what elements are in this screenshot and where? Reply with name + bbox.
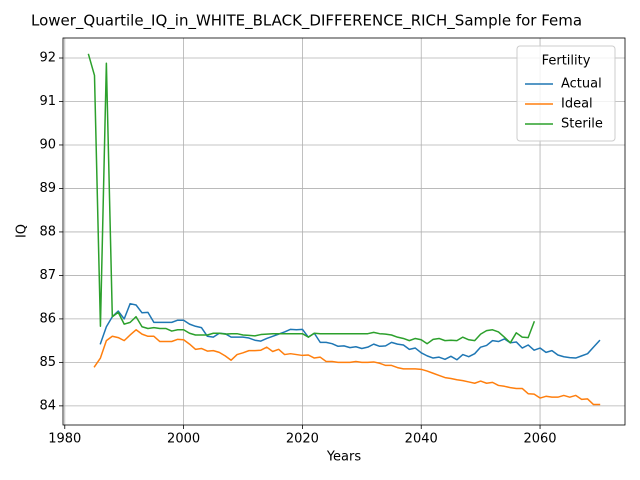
- y-tick-label: 89: [39, 181, 56, 196]
- series-line: [87, 53, 536, 345]
- ticks: 1980 2000 2020 2040 2060 84 85 86 87 88 89 90 91 92: [39, 51, 556, 447]
- y-tick-label: 90: [39, 137, 56, 152]
- legend: Fertility Actual Ideal Sterile: [516, 45, 616, 142]
- y-tick-label: 88: [39, 224, 56, 239]
- y-tick-label: 85: [39, 355, 56, 370]
- grid: [63, 38, 625, 425]
- legend-label: Actual: [561, 77, 602, 92]
- y-tick-label: 87: [39, 268, 56, 283]
- y-tick-label: 86: [39, 311, 56, 326]
- x-tick-label: 2020: [286, 432, 319, 447]
- x-tick-label: 2040: [405, 432, 438, 447]
- legend-box: [516, 45, 616, 142]
- chart-title: Lower_Quartile_IQ_in_WHITE_BLACK_DIFFERE…: [31, 12, 582, 31]
- y-axis-label: IQ: [15, 224, 30, 238]
- x-tick-label: 2000: [167, 432, 200, 447]
- y-tick-label: 92: [39, 51, 56, 66]
- legend-title: Fertility: [542, 54, 591, 69]
- x-tick-label: 1980: [48, 432, 81, 447]
- y-tick-label: 84: [39, 398, 56, 413]
- y-tick-label: 91: [39, 94, 56, 109]
- x-tick-label: 2060: [523, 432, 556, 447]
- plot-area: [87, 53, 601, 406]
- legend-label: Sterile: [561, 117, 603, 132]
- x-axis-label: Years: [326, 450, 362, 465]
- axes-frame: [62, 37, 626, 426]
- series-line: [93, 329, 601, 406]
- series-line: [99, 302, 601, 361]
- legend-label: Ideal: [561, 97, 593, 112]
